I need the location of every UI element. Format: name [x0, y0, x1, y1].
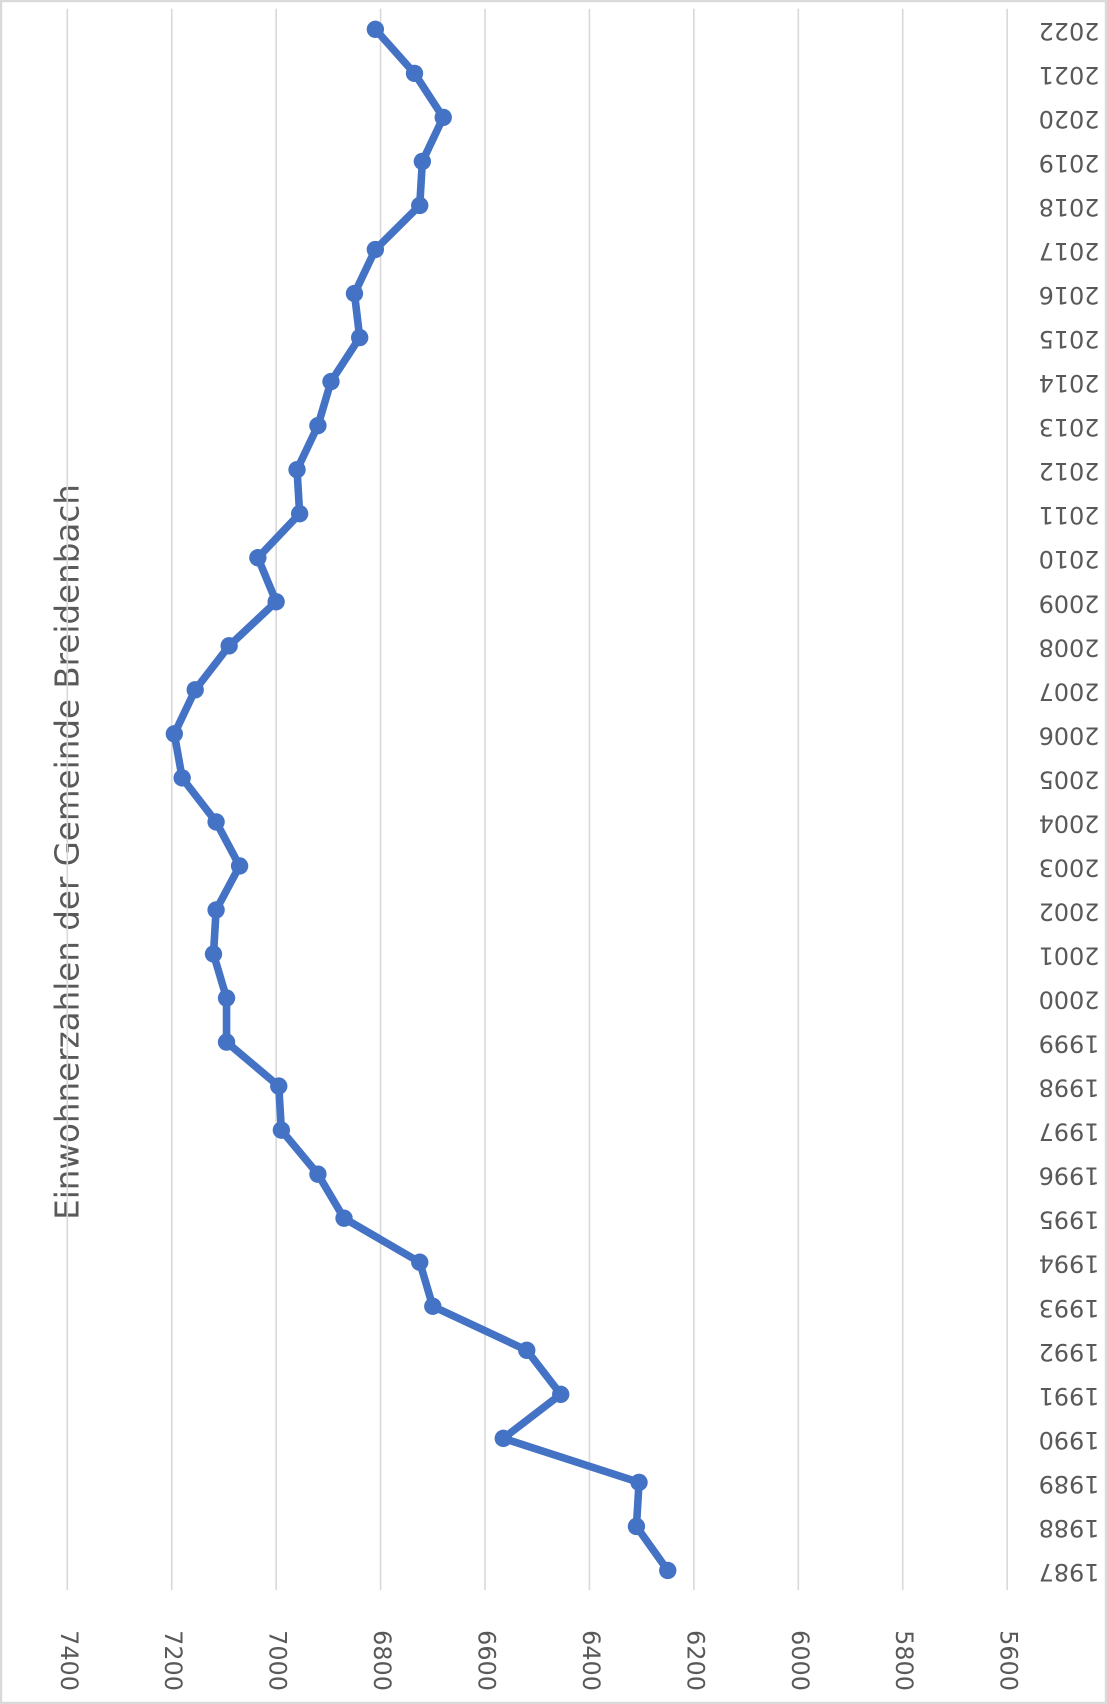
x-tick-label: 1993: [1039, 1294, 1100, 1322]
point: [270, 1077, 288, 1095]
x-tick-label: 1992: [1039, 1338, 1100, 1366]
x-tick-label: 1997: [1039, 1118, 1100, 1146]
x-tick-label: 1991: [1039, 1382, 1100, 1410]
point: [366, 240, 385, 259]
point: [322, 372, 340, 391]
point: [424, 1297, 442, 1315]
x-tick-label: 2007: [1039, 677, 1100, 705]
y-tick-label: 6400: [577, 1630, 605, 1691]
point: [217, 1033, 236, 1051]
x-tick-label: 1999: [1039, 1030, 1100, 1058]
x-tick-label: 1996: [1039, 1162, 1100, 1190]
x-tick-label: 1987: [1039, 1558, 1100, 1586]
line: [170, 26, 671, 1573]
x-tick-label: 2011: [1039, 501, 1100, 529]
x-tick-label: 2020: [1039, 105, 1100, 133]
y-tick-label: 7200: [159, 1630, 187, 1691]
x-tick-label: 2012: [1039, 457, 1100, 485]
x-tick-label: 2010: [1039, 545, 1100, 573]
x-tick-label: 2000: [1039, 986, 1100, 1014]
x-tick-label: 2018: [1039, 193, 1100, 221]
x-tick-label: 2016: [1039, 281, 1100, 309]
point: [272, 1121, 291, 1139]
x-tick-label: 1988: [1039, 1514, 1100, 1542]
y-tick-label: 7000: [264, 1630, 292, 1691]
point: [230, 857, 249, 875]
point: [494, 1429, 512, 1448]
point: [630, 1473, 648, 1492]
point: [405, 64, 424, 83]
x-tick-label: 2015: [1039, 325, 1100, 353]
point: [659, 1561, 677, 1580]
point: [173, 769, 191, 787]
y-tick-label: 6000: [786, 1630, 814, 1691]
x-tick-label: 1990: [1039, 1426, 1100, 1454]
y-tick-label: 6200: [681, 1630, 709, 1691]
point: [366, 20, 385, 39]
x-tick-label: 2017: [1039, 237, 1100, 265]
point: [411, 196, 429, 215]
x-tick-label: 2014: [1039, 369, 1100, 397]
point: [249, 549, 267, 567]
point: [335, 1209, 353, 1227]
point: [351, 328, 369, 347]
point: [413, 152, 432, 171]
point: [186, 681, 204, 699]
point: [552, 1385, 570, 1404]
x-tick-label: 2004: [1039, 809, 1100, 837]
point: [207, 813, 225, 831]
x-tick-label: 2001: [1039, 942, 1100, 970]
point: [288, 460, 306, 479]
x-tick-label: 2009: [1039, 589, 1100, 617]
x-tick-label: 1998: [1039, 1074, 1100, 1102]
x-tick-label: 2013: [1039, 413, 1100, 441]
x-tick-label: 2006: [1039, 721, 1100, 749]
point: [411, 1253, 429, 1271]
x-tick-label: 1995: [1039, 1206, 1100, 1234]
point: [309, 1165, 327, 1183]
point: [204, 945, 223, 963]
x-tick-label: 2002: [1039, 897, 1100, 925]
point: [309, 416, 327, 435]
x-tick-label: 1994: [1039, 1250, 1100, 1278]
point: [345, 284, 364, 303]
point: [217, 989, 236, 1007]
y-tick-label: 5800: [890, 1630, 918, 1691]
x-tick-label: 2022: [1039, 17, 1100, 45]
y-tick-label: 6600: [473, 1630, 501, 1691]
x-tick-label: 2021: [1039, 61, 1100, 89]
point: [290, 505, 309, 523]
point: [220, 637, 238, 655]
x-tick-label: 1989: [1039, 1470, 1100, 1498]
point: [165, 725, 184, 743]
x-tick-label: 2008: [1039, 633, 1100, 661]
y-tick-label: 6800: [368, 1630, 396, 1691]
y-tick-label: 7400: [55, 1630, 83, 1691]
x-tick-label: 2005: [1039, 765, 1100, 793]
point: [267, 593, 285, 611]
point: [207, 901, 225, 919]
point: [627, 1517, 646, 1536]
y-tick-label: 5600: [995, 1630, 1023, 1691]
point: [434, 108, 452, 127]
x-tick-label: 2003: [1039, 853, 1100, 881]
point: [518, 1341, 536, 1359]
x-tick-label: 2019: [1039, 149, 1100, 177]
